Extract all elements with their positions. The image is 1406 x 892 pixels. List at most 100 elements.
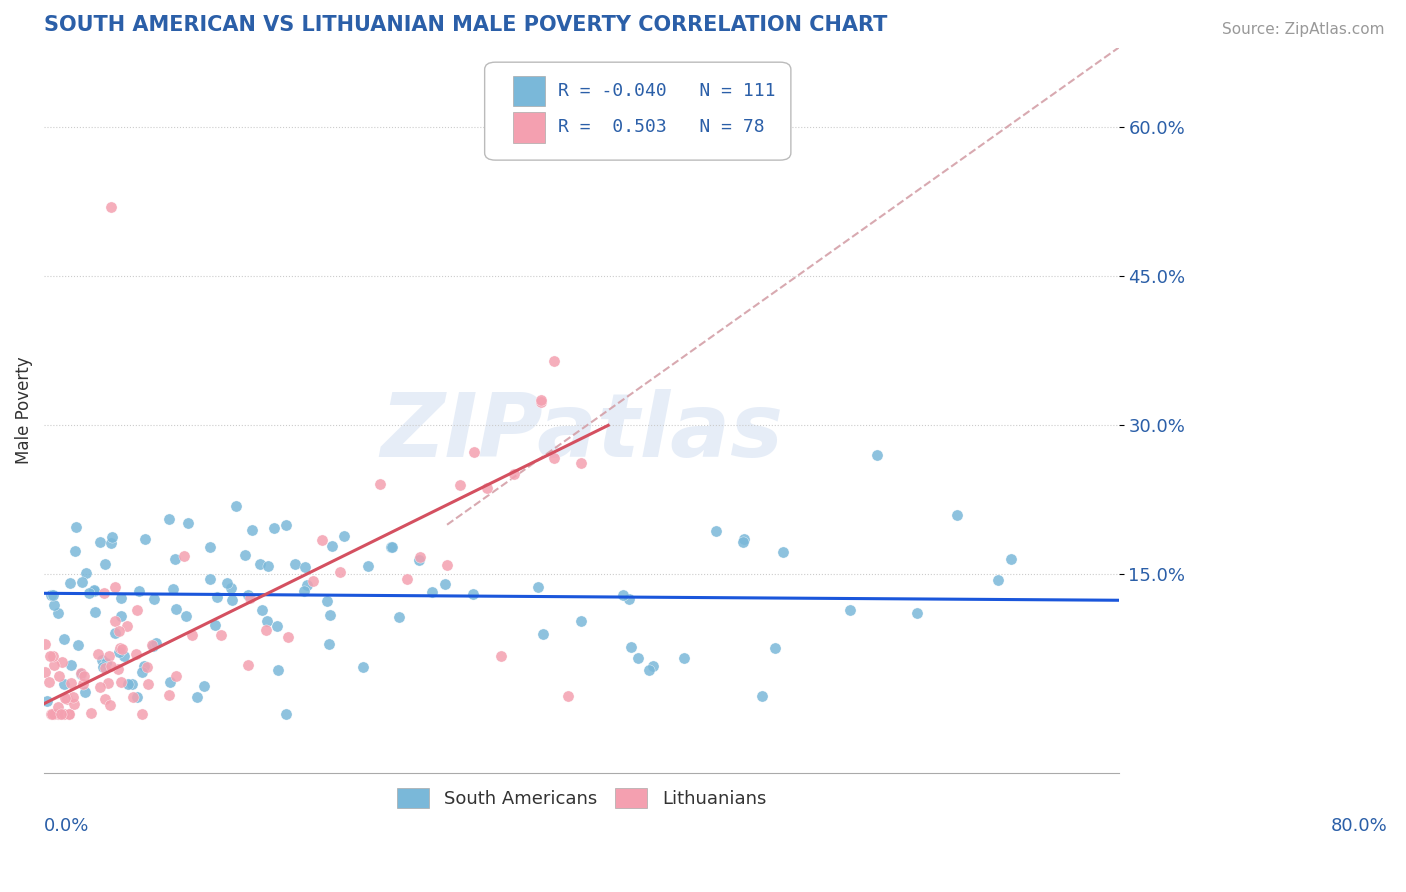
Point xyxy=(58,706,80,721)
Point xyxy=(751,689,773,703)
Point xyxy=(316,594,339,608)
Point xyxy=(39,649,62,664)
Point xyxy=(181,628,204,642)
Point xyxy=(177,516,200,531)
Point xyxy=(62,690,84,704)
Point xyxy=(117,618,139,632)
Point xyxy=(79,585,101,599)
Point xyxy=(52,632,75,646)
Point xyxy=(100,536,122,550)
Point xyxy=(157,512,180,526)
Point xyxy=(46,706,69,721)
Point xyxy=(946,508,969,522)
Point xyxy=(839,602,862,616)
Point xyxy=(531,626,554,640)
Point xyxy=(673,650,696,665)
Point xyxy=(42,649,65,664)
Point xyxy=(94,661,117,675)
Point xyxy=(763,640,786,655)
Point xyxy=(450,478,472,492)
Point xyxy=(236,588,259,602)
Point xyxy=(128,584,150,599)
Point xyxy=(569,456,592,470)
Point xyxy=(125,603,148,617)
Point xyxy=(205,591,228,605)
FancyBboxPatch shape xyxy=(513,112,544,143)
Point xyxy=(59,658,82,673)
Point xyxy=(121,677,143,691)
Point xyxy=(733,532,755,546)
Point xyxy=(83,582,105,597)
Point xyxy=(73,669,96,683)
Point xyxy=(319,608,342,623)
Point xyxy=(53,706,76,721)
Point xyxy=(368,477,391,491)
Point xyxy=(254,623,277,637)
Point xyxy=(143,591,166,606)
Point xyxy=(62,697,84,711)
Point xyxy=(274,517,297,532)
Point xyxy=(94,692,117,706)
Point xyxy=(100,200,122,214)
Point xyxy=(249,557,271,571)
Point xyxy=(65,520,87,534)
Point xyxy=(125,690,148,705)
Text: R =  0.503   N = 78: R = 0.503 N = 78 xyxy=(558,119,765,136)
Point xyxy=(240,523,263,537)
Point xyxy=(46,700,69,714)
Point xyxy=(477,481,499,495)
Point xyxy=(117,677,139,691)
Point xyxy=(176,608,198,623)
Point xyxy=(89,534,111,549)
Point xyxy=(39,706,62,721)
Point xyxy=(905,606,928,620)
Point xyxy=(637,663,659,677)
Point xyxy=(91,660,114,674)
Point xyxy=(108,640,131,655)
Point xyxy=(41,706,63,721)
Point xyxy=(112,648,135,663)
Legend: South Americans, Lithuanians: South Americans, Lithuanians xyxy=(389,780,773,815)
Point xyxy=(433,577,456,591)
Point xyxy=(987,573,1010,587)
Point xyxy=(301,574,323,589)
Point xyxy=(59,575,82,590)
Point xyxy=(236,657,259,672)
Point xyxy=(352,659,374,673)
Point xyxy=(380,541,402,555)
Point xyxy=(141,638,163,652)
Point xyxy=(256,615,278,629)
Point xyxy=(294,559,316,574)
Point xyxy=(1000,552,1022,566)
Point xyxy=(198,540,221,554)
Point xyxy=(193,679,215,693)
Point xyxy=(866,448,889,462)
Point xyxy=(527,581,550,595)
Text: 80.0%: 80.0% xyxy=(1330,817,1388,835)
Point xyxy=(111,642,134,657)
Point xyxy=(297,577,319,591)
Point xyxy=(38,674,60,689)
Point xyxy=(110,608,132,623)
Point xyxy=(543,353,565,368)
Point xyxy=(221,593,243,607)
Point xyxy=(39,588,62,602)
Point xyxy=(87,647,110,661)
Point xyxy=(134,533,156,547)
Point xyxy=(387,609,409,624)
Point xyxy=(145,636,167,650)
Point xyxy=(131,665,153,679)
Point xyxy=(409,550,432,565)
Point xyxy=(321,539,343,553)
Point xyxy=(357,559,380,574)
Point xyxy=(97,675,120,690)
Point xyxy=(215,575,238,590)
Point xyxy=(70,575,93,590)
Point xyxy=(142,639,165,653)
Point xyxy=(73,685,96,699)
Point xyxy=(125,647,148,661)
Point xyxy=(104,625,127,640)
Point xyxy=(221,581,243,595)
Point xyxy=(63,544,86,558)
Point xyxy=(333,528,356,542)
